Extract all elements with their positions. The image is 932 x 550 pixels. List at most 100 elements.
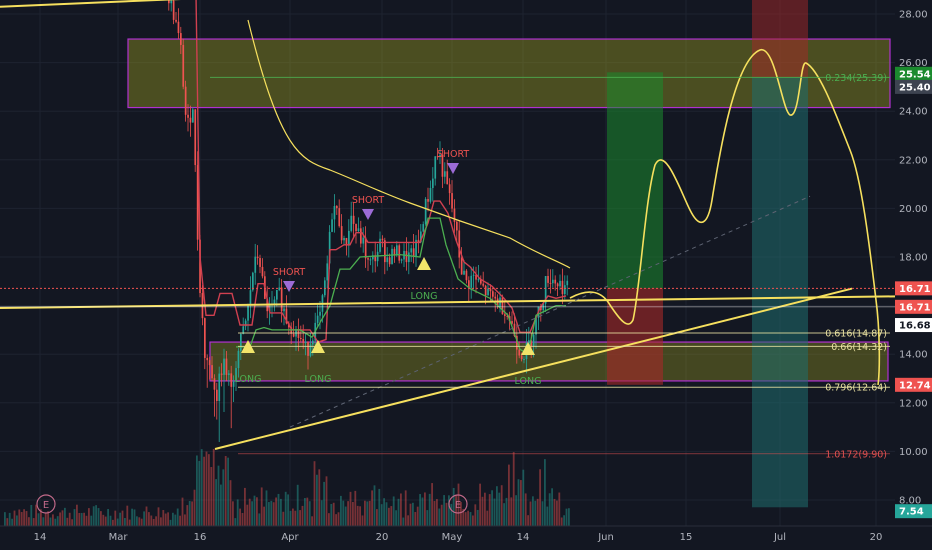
- volume-bar: [354, 490, 357, 526]
- price-tag: 16.68: [895, 318, 932, 333]
- candle-body: [302, 338, 305, 343]
- volume-bar: [496, 486, 498, 526]
- short-arrow-icon: [362, 209, 374, 220]
- volume-bar: [227, 457, 229, 526]
- volume-bar: [184, 514, 186, 526]
- volume-bar: [8, 512, 11, 526]
- candle-body: [192, 109, 194, 123]
- price-tick-label: 20.00: [899, 204, 928, 215]
- volume-bar: [332, 502, 335, 526]
- candle-body: [436, 156, 439, 158]
- volume-bar: [260, 487, 263, 526]
- volume-bar: [460, 501, 462, 526]
- candle-body: [170, 0, 173, 4]
- volume-bar: [234, 518, 237, 526]
- volume-bar: [397, 498, 400, 526]
- volume-bar: [37, 513, 40, 526]
- candle-body: [472, 274, 475, 276]
- volume-bar: [73, 509, 76, 526]
- resistance-trendline[interactable]: [0, 0, 388, 8]
- time-tick-label: May: [442, 532, 463, 543]
- volume-bar: [527, 515, 529, 526]
- candle-body: [420, 231, 422, 243]
- volume-bar: [529, 501, 532, 526]
- volume-bar: [484, 492, 486, 526]
- volume-bar: [304, 497, 306, 526]
- drawing-tools[interactable]: [0, 0, 932, 450]
- signal-long-label: LONG: [411, 291, 438, 302]
- volume-bar: [52, 514, 54, 526]
- volume-bar: [409, 503, 412, 526]
- volume-bar: [133, 509, 136, 526]
- candle-body: [381, 238, 384, 241]
- volume-bar: [510, 497, 513, 526]
- volume-bar: [414, 512, 417, 526]
- volume-bar: [222, 469, 225, 526]
- candle-body: [362, 237, 365, 244]
- candle-body: [540, 306, 542, 311]
- candle-body: [345, 237, 348, 246]
- price-projection-path[interactable]: [569, 49, 881, 386]
- candle-body: [276, 290, 278, 300]
- volume-bar: [436, 499, 438, 526]
- earnings-marker[interactable]: [448, 494, 468, 514]
- volume-bar: [23, 509, 25, 526]
- volume-bar: [92, 506, 95, 526]
- volume-bar: [143, 511, 145, 526]
- candle-body: [247, 305, 249, 321]
- volume-bar: [325, 476, 328, 526]
- candle-body: [220, 373, 223, 375]
- volume-bar: [11, 518, 13, 526]
- volume-bar: [200, 449, 203, 526]
- volume-bar: [49, 517, 52, 526]
- volume-bar: [169, 519, 172, 526]
- candle-body: [468, 280, 470, 288]
- volume-bar: [160, 517, 162, 526]
- volume-bar: [395, 510, 397, 526]
- volume-bar: [426, 510, 429, 526]
- volume-bar: [546, 506, 549, 526]
- candle-body: [249, 290, 252, 306]
- candle-body: [312, 340, 314, 345]
- time-axis[interactable]: 14 Mar 16 Apr 20 May 14 Jun 15 Jul 20: [0, 525, 932, 550]
- fib-level-label: 0.616(14.87): [825, 329, 887, 340]
- price-tag: 25.40: [895, 79, 932, 94]
- long-arrow-icon: [417, 257, 431, 270]
- time-tick-label: 15: [680, 532, 693, 543]
- price-axis[interactable]: 8.0010.0012.0014.0016.0018.0020.0022.002…: [895, 0, 932, 550]
- long-arrow-icon: [311, 340, 325, 353]
- rising-trendline[interactable]: [214, 287, 853, 450]
- candle-body: [230, 373, 233, 387]
- volume-bars: [4, 448, 570, 526]
- support-trendline[interactable]: [0, 294, 932, 310]
- time-tick-label: 20: [870, 532, 883, 543]
- volume-bar: [30, 504, 33, 526]
- volume-bar: [198, 460, 201, 526]
- candle-body: [513, 323, 516, 336]
- candle-body: [199, 239, 201, 294]
- volume-bar: [128, 519, 131, 526]
- candle-body: [259, 258, 261, 267]
- candle-body: [292, 333, 295, 337]
- volume-bar: [452, 487, 455, 526]
- time-tick-label: Mar: [109, 532, 129, 543]
- volume-bar: [208, 454, 210, 526]
- volume-bar: [241, 512, 244, 526]
- volume-bar: [224, 456, 227, 526]
- candle-body: [285, 308, 288, 324]
- candle-body: [189, 117, 192, 123]
- candle-body: [252, 272, 254, 291]
- signal-long-label: LONG: [235, 374, 262, 385]
- candle-body: [412, 248, 415, 257]
- volume-bar: [400, 493, 402, 526]
- volume-bar: [472, 515, 474, 526]
- candle-body: [216, 389, 218, 402]
- earnings-marker[interactable]: [36, 494, 56, 514]
- candle-body: [369, 259, 372, 261]
- volume-bar: [124, 517, 126, 526]
- volume-bar: [524, 493, 527, 526]
- volume-bar: [280, 498, 282, 526]
- candle-body: [168, 0, 170, 4]
